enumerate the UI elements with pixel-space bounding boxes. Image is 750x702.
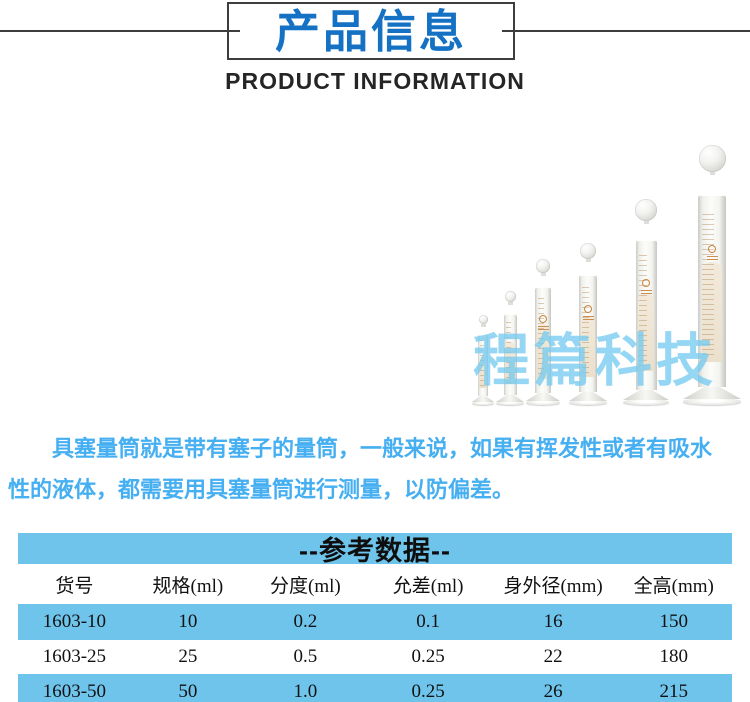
cylinder-foot	[569, 400, 607, 405]
cell-capacity: 25	[178, 646, 198, 667]
cell-capacity: 50	[178, 681, 198, 702]
col-header-outer-diameter: 身外径(mm)	[503, 575, 603, 597]
table-header-row: 货号 规格(ml) 分度(ml) 允差(ml) 身外径(mm) 全高(mm)	[18, 564, 732, 604]
stopper-neck	[540, 273, 546, 276]
cylinder-foot-flare	[496, 395, 524, 402]
cylinder-fill	[537, 324, 549, 380]
stopper-neck	[709, 172, 715, 175]
cell-item-no: 1603-10	[42, 611, 107, 632]
glass-stopper-icon	[504, 291, 516, 302]
graduated-cylinder	[526, 259, 560, 405]
cylinder-fill	[505, 342, 515, 385]
cylinder-foot-flare	[526, 393, 560, 401]
graduation-marks	[537, 297, 544, 378]
cell-tolerance: 0.25	[411, 681, 445, 702]
cylinder-foot	[623, 399, 669, 405]
cylinder-foot	[496, 401, 524, 405]
cylinder-foot	[526, 400, 560, 405]
brand-mark-icon	[583, 305, 594, 323]
cylinder-body	[698, 195, 726, 387]
glass-stopper-icon	[698, 145, 726, 172]
table-row: 1603-10 10 0.2 0.1 16 150	[18, 604, 732, 640]
cell-graduation: 1.0	[293, 681, 318, 702]
graduated-cylinder-largest	[683, 145, 741, 405]
graduated-cylinder	[623, 199, 669, 405]
cell-item-no: 1603-25	[42, 646, 107, 667]
graduation-marks	[702, 214, 714, 359]
header-rule-right	[502, 30, 750, 32]
cell-graduation: 0.2	[293, 611, 318, 632]
cylinder-foot-flare	[472, 396, 494, 402]
cell-total-height: 150	[659, 611, 689, 632]
ground-joint	[697, 175, 727, 195]
graduation-marks	[505, 322, 511, 383]
cell-outer-diameter: 22	[543, 646, 563, 667]
graduation-marks	[479, 340, 484, 387]
stopper-neck	[643, 221, 649, 224]
cylinder-body	[478, 334, 488, 396]
graduation-marks	[581, 286, 590, 375]
glass-stopper-icon	[478, 315, 488, 324]
glass-stopper-icon	[635, 199, 657, 221]
ground-joint	[503, 305, 517, 314]
brand-mark-icon	[707, 244, 718, 262]
cell-graduation: 0.5	[293, 646, 318, 667]
cell-item-no: 1603-50	[42, 681, 107, 702]
col-header-item-no: 货号	[55, 575, 94, 597]
cell-outer-diameter: 26	[543, 681, 563, 702]
watermark-text: 程篇科技	[473, 329, 717, 393]
section-title-box: 产品信息	[227, 2, 515, 60]
cylinder-foot	[683, 398, 741, 405]
cell-tolerance: 0.1	[416, 611, 441, 632]
col-header-total-height: 全高(mm)	[633, 575, 714, 597]
col-header-tolerance: 允差(ml)	[392, 575, 464, 597]
col-header-capacity: 规格(ml)	[152, 575, 224, 597]
ground-joint	[579, 262, 598, 275]
graduation-marks	[638, 255, 648, 368]
graduated-cylinder-smallest	[472, 315, 494, 405]
cell-total-height: 180	[659, 646, 689, 667]
reference-data-section: --参考数据-- 货号 规格(ml) 分度(ml) 允差(ml) 身外径(mm)…	[18, 533, 732, 702]
cylinder-foot-flare	[623, 390, 669, 400]
stopper-neck	[585, 259, 591, 262]
ground-joint	[635, 224, 658, 240]
table-row: 1603-50 50 1.0 0.25 26 215	[18, 674, 732, 702]
stopper-neck	[507, 302, 513, 305]
cylinder-body	[635, 240, 657, 390]
brand-mark-icon	[641, 279, 652, 296]
brand-mark-icon	[538, 314, 549, 332]
cylinder-body	[535, 287, 551, 393]
glass-stopper-icon	[536, 259, 550, 273]
product-description: 具塞量筒就是带有塞子的量筒，一般来说，如果有挥发性或者有吸水性的液体，都需要用具…	[8, 436, 713, 502]
product-photo: 程篇科技	[440, 130, 750, 415]
stopper-neck	[480, 324, 486, 327]
reference-table: 货号 规格(ml) 分度(ml) 允差(ml) 身外径(mm) 全高(mm) 1…	[18, 564, 732, 702]
graduated-cylinder	[496, 291, 524, 405]
cell-total-height: 215	[659, 681, 689, 702]
cylinder-foot-flare	[569, 392, 607, 401]
graduated-cylinder	[569, 243, 607, 405]
ground-joint	[535, 276, 552, 287]
table-row: 1603-25 25 0.5 0.25 22 180	[18, 640, 732, 674]
cell-outer-diameter: 16	[543, 611, 563, 632]
glass-stopper-icon	[580, 243, 596, 259]
cylinder-body	[503, 314, 517, 395]
cell-capacity: 10	[178, 611, 198, 632]
page-title: 产品信息	[274, 5, 467, 57]
cylinder-foot	[472, 401, 494, 405]
col-header-graduation: 分度(ml)	[270, 575, 341, 597]
cylinder-fill	[701, 262, 723, 363]
cylinder-fill	[581, 315, 595, 377]
header-rule-left	[0, 30, 240, 32]
page-subtitle: PRODUCT INFORMATION	[225, 68, 525, 94]
cell-tolerance: 0.25	[411, 646, 445, 667]
cylinder-fill	[479, 355, 487, 388]
table-title: --参考数据--	[18, 533, 732, 566]
cylinder-fill	[638, 292, 654, 371]
cylinder-body	[579, 275, 597, 392]
